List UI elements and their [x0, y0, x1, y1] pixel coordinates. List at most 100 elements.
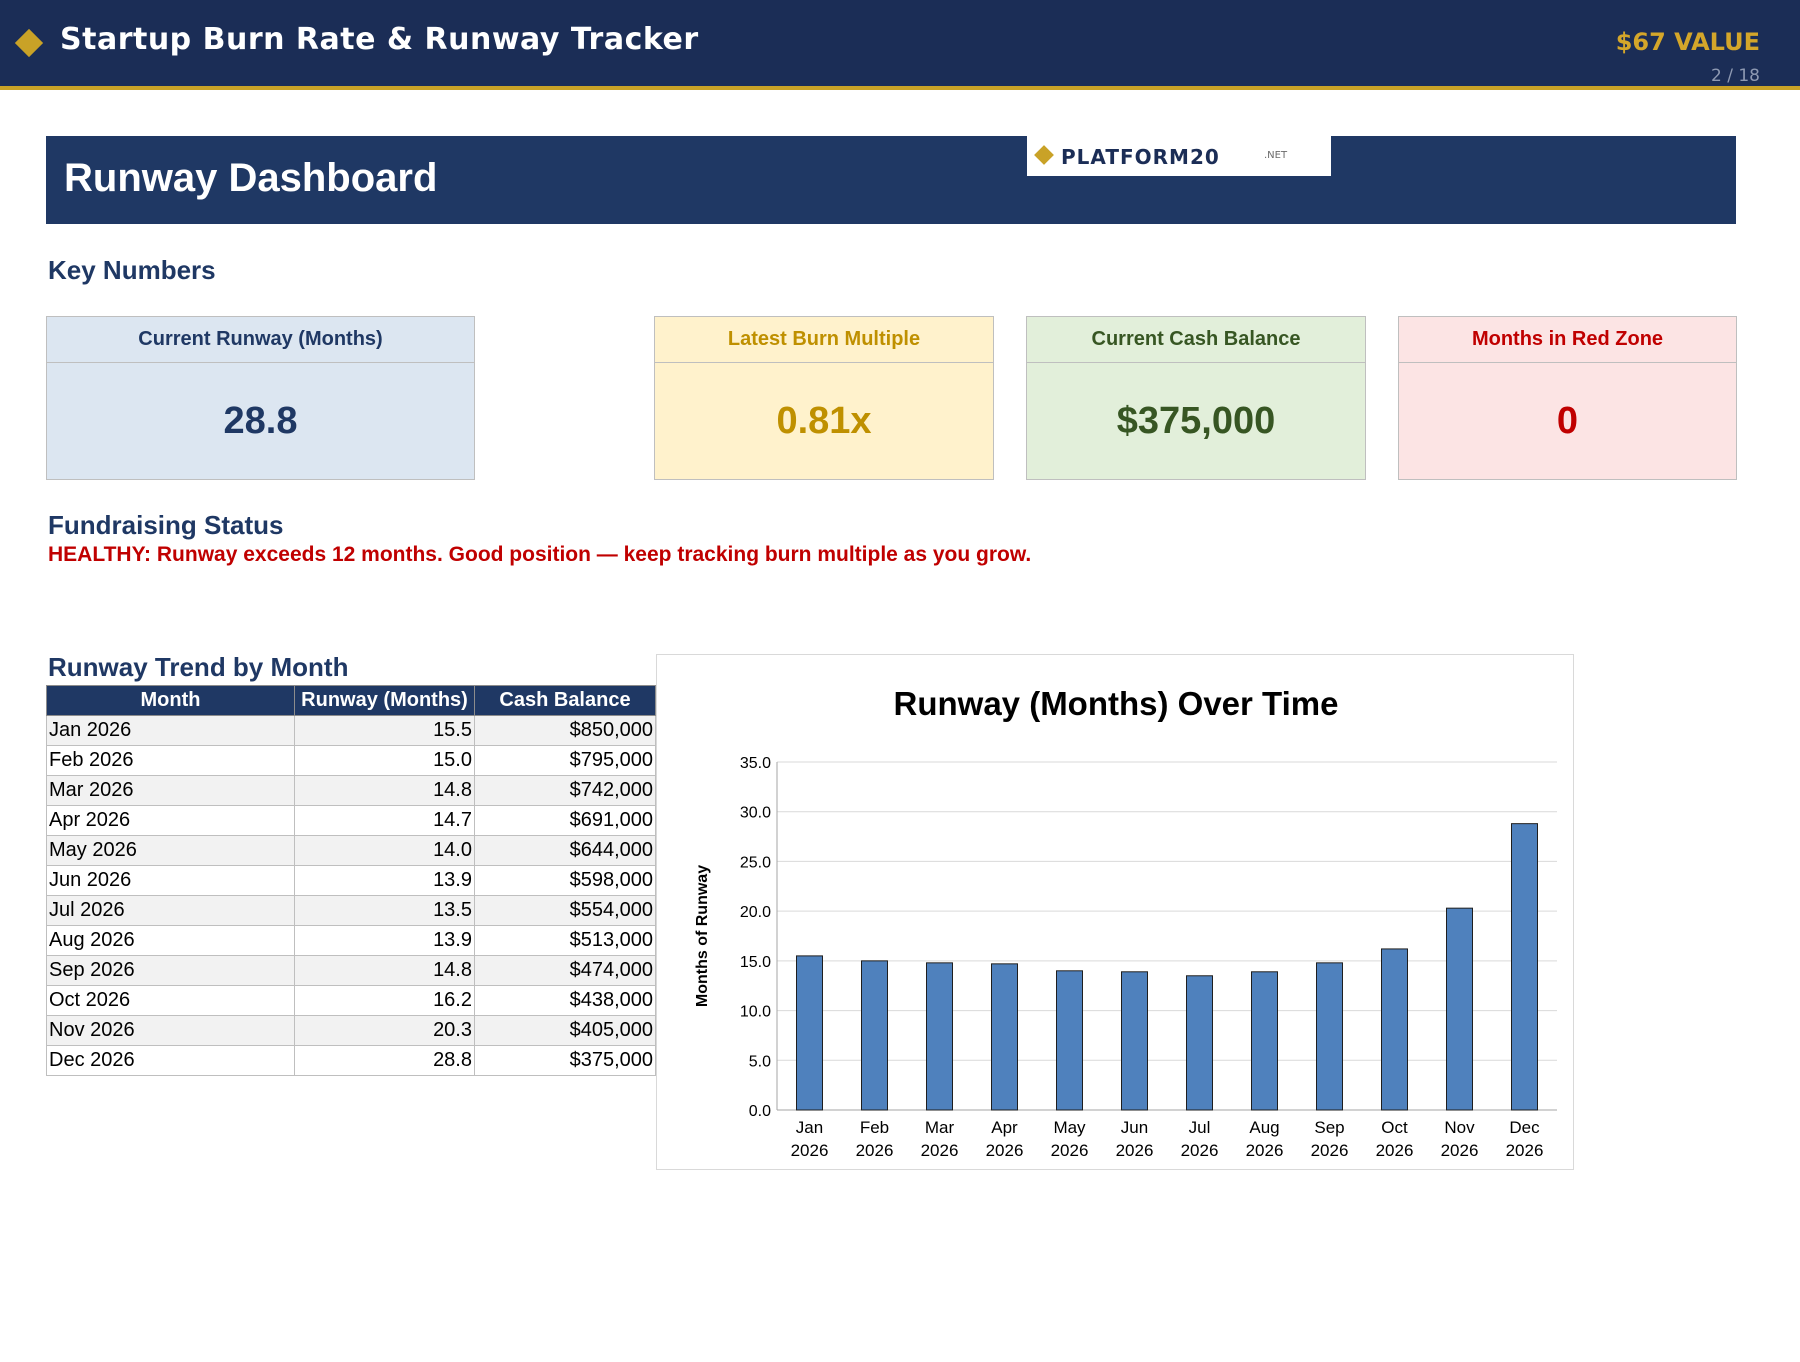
y-tick-label: 30.0	[740, 805, 771, 822]
runway-cell: 14.7	[294, 805, 475, 836]
table-row: Oct 2026 16.2 $438,000	[46, 985, 656, 1016]
key-numbers-heading: Key Numbers	[48, 255, 216, 285]
fundraising-status-message: HEALTHY: Runway exceeds 12 months. Good …	[48, 543, 1032, 566]
runway-cell: 14.8	[294, 775, 475, 806]
x-tick-label: 2026	[1506, 1141, 1544, 1160]
trend-table-heading: Runway Trend by Month	[48, 652, 349, 682]
runway-cell: 16.2	[294, 985, 475, 1016]
x-tick-label: Apr	[991, 1118, 1018, 1137]
chart-title: Runway (Months) Over Time	[893, 685, 1339, 722]
card-label: Current Cash Balance	[1027, 317, 1365, 363]
table-row: Aug 2026 13.9 $513,000	[46, 925, 656, 956]
page-title: Runway Dashboard	[64, 156, 438, 200]
cash-balance-cell: $405,000	[474, 1015, 656, 1046]
y-tick-label: 5.0	[749, 1053, 771, 1070]
bar	[1511, 823, 1538, 1111]
fundraising-heading: Fundraising Status	[48, 510, 284, 540]
card-value: 0.81x	[776, 400, 872, 442]
x-tick-label: Mar	[925, 1118, 955, 1137]
column-header: Runway (Months)	[294, 685, 475, 716]
brand-logo: PLATFORM20 .NET	[1027, 136, 1331, 176]
month-cell: Oct 2026	[46, 985, 295, 1016]
table-row: May 2026 14.0 $644,000	[46, 835, 656, 866]
x-tick-label: 2026	[1376, 1141, 1414, 1160]
bar	[926, 962, 953, 1111]
cash-balance-cell: $438,000	[474, 985, 656, 1016]
runway-trend-table: Month Runway (Months) Cash Balance Jan 2…	[46, 685, 656, 1076]
month-cell: Jan 2026	[46, 715, 295, 746]
page-indicator: 2 / 18	[1711, 66, 1760, 86]
dashboard-banner: Runway Dashboard	[46, 136, 1736, 224]
value-badge: $67 VALUE	[1615, 28, 1760, 56]
card-value: 0	[1556, 400, 1579, 442]
runway-chart: Runway (Months) Over Time 0.0 5.0 10.0 15.0…	[656, 654, 1574, 1170]
runway-cell: 15.0	[294, 745, 475, 776]
cash-balance-cell: $742,000	[474, 775, 656, 806]
x-tick-label: Nov	[1444, 1118, 1475, 1137]
month-cell: Nov 2026	[46, 1015, 295, 1046]
y-tick-label: 25.0	[740, 854, 771, 871]
app-header: Startup Burn Rate & Runway Tracker $67 V…	[0, 0, 1800, 90]
y-tick-label: 10.0	[740, 1004, 771, 1021]
logo-name: PLATFORM20	[1061, 145, 1220, 169]
y-tick-label: 20.0	[740, 904, 771, 921]
bar	[1381, 948, 1408, 1111]
table-row: Jul 2026 13.5 $554,000	[46, 895, 656, 926]
x-tick-label: Dec	[1509, 1118, 1540, 1137]
y-tick-label: 0.0	[749, 1103, 771, 1120]
month-cell: Apr 2026	[46, 805, 295, 836]
y-tick-label: 35.0	[740, 755, 771, 772]
table-row: Dec 2026 28.8 $375,000	[46, 1045, 656, 1076]
month-cell: May 2026	[46, 835, 295, 866]
card-value: 28.8	[223, 400, 298, 442]
runway-bar-chart: 0.0 5.0 10.0 15.0 20.0 25.0 30.0 35.0 Months of …	[694, 755, 1557, 1160]
card-label: Latest Burn Multiple	[655, 317, 993, 363]
x-tick-label: 2026	[856, 1141, 894, 1160]
table-row: Mar 2026 14.8 $742,000	[46, 775, 656, 806]
bar	[861, 960, 888, 1111]
card-value: $375,000	[1116, 400, 1276, 442]
diamond-logo-icon	[14, 28, 44, 58]
cash-balance-cell: $644,000	[474, 835, 656, 866]
month-cell: Aug 2026	[46, 925, 295, 956]
x-tick-label: 2026	[1116, 1141, 1154, 1160]
logo-suffix: .NET	[1264, 150, 1288, 161]
table-row: Feb 2026 15.0 $795,000	[46, 745, 656, 776]
table-header-row: Month Runway (Months) Cash Balance	[46, 685, 656, 716]
month-cell: Dec 2026	[46, 1045, 295, 1076]
bar	[1446, 907, 1473, 1111]
x-tick-label: 2026	[1246, 1141, 1284, 1160]
cash-balance-cell: $554,000	[474, 895, 656, 926]
cash-balance-cell: $375,000	[474, 1045, 656, 1076]
y-axis-title: Months of Runway	[694, 865, 711, 1007]
diamond-icon	[1034, 145, 1054, 165]
runway-cell: 20.3	[294, 1015, 475, 1046]
month-cell: Mar 2026	[46, 775, 295, 806]
month-cell: Feb 2026	[46, 745, 295, 776]
bar	[796, 955, 823, 1111]
card-current-runway: Current Runway (Months) 28.8	[46, 316, 475, 480]
cash-balance-cell: $513,000	[474, 925, 656, 956]
y-tick-label: 15.0	[740, 954, 771, 971]
month-cell: Jul 2026	[46, 895, 295, 926]
runway-cell: 14.0	[294, 835, 475, 866]
cash-balance-cell: $691,000	[474, 805, 656, 836]
x-tick-label: 2026	[791, 1141, 829, 1160]
x-tick-label: 2026	[1051, 1141, 1089, 1160]
app-title: Startup Burn Rate & Runway Tracker	[60, 22, 699, 57]
cash-balance-cell: $795,000	[474, 745, 656, 776]
bar	[1121, 971, 1148, 1111]
runway-cell: 15.5	[294, 715, 475, 746]
runway-cell: 13.5	[294, 895, 475, 926]
x-tick-label: Jun	[1121, 1118, 1148, 1137]
column-header: Month	[46, 685, 295, 716]
month-cell: Sep 2026	[46, 955, 295, 986]
table-row: Jan 2026 15.5 $850,000	[46, 715, 656, 746]
runway-cell: 28.8	[294, 1045, 475, 1076]
x-tick-label: 2026	[1311, 1141, 1349, 1160]
cash-balance-cell: $474,000	[474, 955, 656, 986]
x-tick-label: 2026	[986, 1141, 1024, 1160]
card-red-zone: Months in Red Zone 0	[1398, 316, 1737, 480]
runway-cell: 14.8	[294, 955, 475, 986]
runway-cell: 13.9	[294, 925, 475, 956]
